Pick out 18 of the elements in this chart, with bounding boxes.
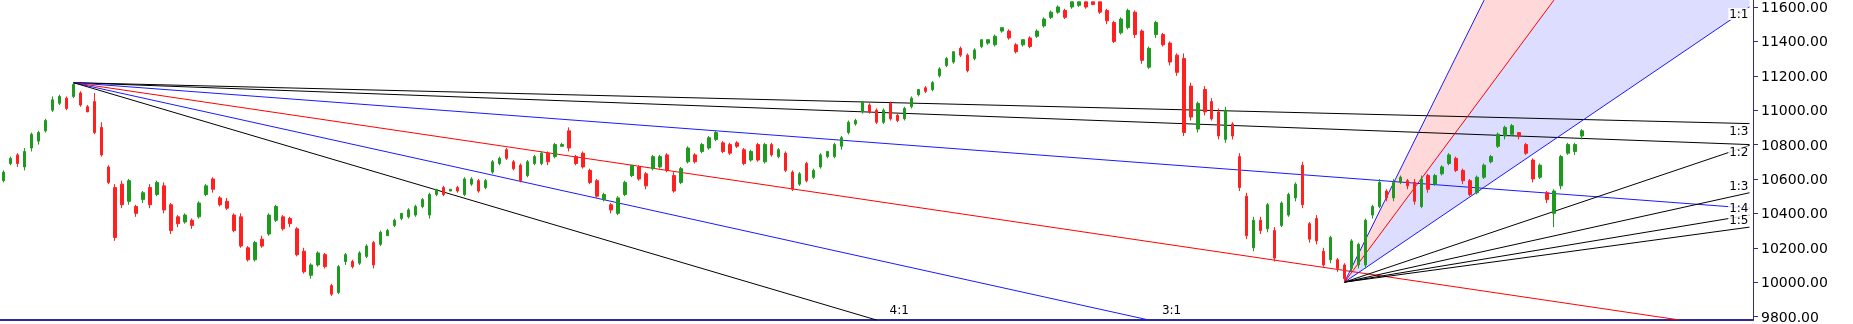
y-tick-label: 11200.00 xyxy=(1761,67,1828,84)
series-label: 1:3 xyxy=(1729,123,1749,138)
y-tick-label: 11600.00 xyxy=(1761,0,1828,15)
series-label: 1:1 xyxy=(1729,7,1749,21)
y-tick-label: 11400.00 xyxy=(1761,33,1828,50)
series-label: 1:3 xyxy=(1729,178,1749,193)
y-tick-label: 9800.00 xyxy=(1761,308,1819,324)
y-tick-label: 10000.00 xyxy=(1761,274,1828,291)
y-tick-label: 10800.00 xyxy=(1761,136,1828,153)
y-tick-label: 10400.00 xyxy=(1761,205,1828,222)
series-label: 4:1 xyxy=(889,303,909,317)
y-tick-label: 10200.00 xyxy=(1761,239,1828,256)
y-tick-label: 11000.00 xyxy=(1761,102,1828,119)
series-label: 3:1 xyxy=(1161,303,1182,317)
y-tick-label: 10600.00 xyxy=(1761,170,1828,187)
series-label: 1:4 xyxy=(1729,201,1749,216)
series-label: 1:5 xyxy=(1729,213,1749,228)
series-label: 1:2 xyxy=(1729,145,1749,160)
